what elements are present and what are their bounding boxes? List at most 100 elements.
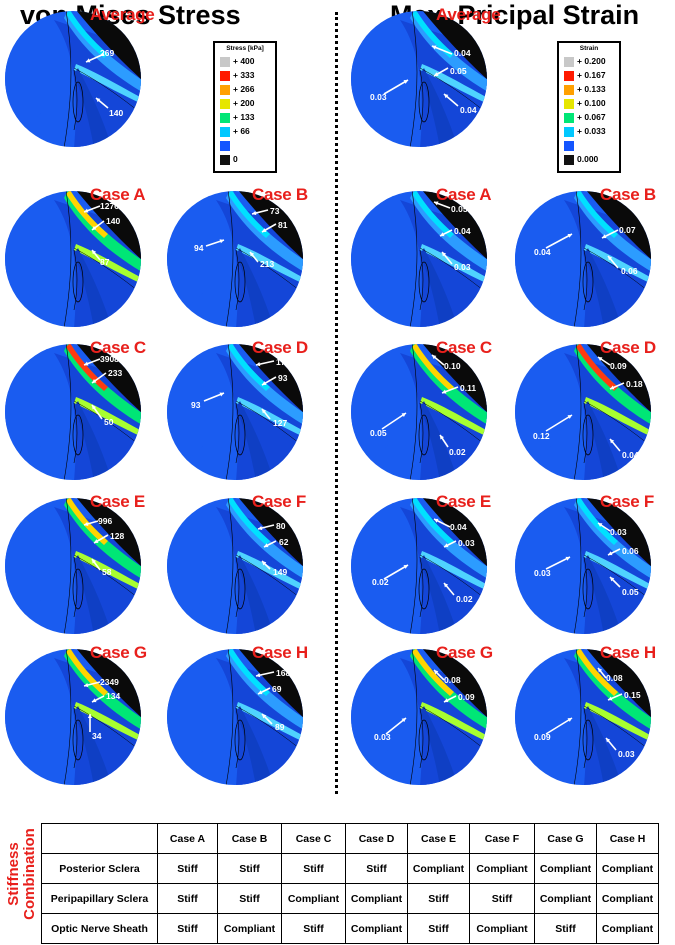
stiffness-cell: Compliant [534, 853, 597, 884]
strain-d-value-2: 0.18 [626, 379, 643, 389]
strain-g-contour-image [351, 649, 487, 785]
column-divider [335, 12, 338, 794]
stiffness-cell: Compliant [217, 913, 282, 944]
legend_stress-swatch [220, 127, 230, 137]
stiffness-row: Peripapillary Sclera Stiff Stiff Compliant C… [41, 883, 659, 914]
stiffness-row: Optic Nerve Sheath Stiff Compliant Stiff Com… [41, 913, 659, 944]
stress-d-value-1: 176 [276, 357, 291, 367]
strain-f-value-1: 0.03 [610, 527, 627, 537]
strain-h-label: Case H [600, 643, 656, 662]
legend_strain-swatch [564, 113, 574, 123]
stiffness-cell: Stiff [157, 853, 218, 884]
stress-g-value-3: 34 [92, 731, 102, 741]
stiffness-cell: Compliant [345, 883, 408, 914]
strain-d-value-3: 0.12 [533, 431, 550, 441]
legend_strain-swatch [564, 141, 574, 151]
legend_stress-swatch [220, 141, 230, 151]
stiffness-cell: Compliant [596, 853, 659, 884]
stiffness-cell: Compliant [469, 853, 535, 884]
strain-c-value-3: 0.05 [370, 428, 387, 438]
legend_stress-swatch [220, 99, 230, 109]
stress-b-value-4: 213 [260, 259, 275, 269]
legend_stress-swatch [220, 71, 230, 81]
legend_strain-value: + 0.067 [577, 112, 606, 122]
stress-g-label: Case G [90, 643, 147, 662]
strain-a-contour-image [351, 191, 487, 327]
stress-h-panel: Case H 168 69 89 [166, 643, 308, 786]
stiffness-cell: Compliant [407, 853, 470, 884]
legend_strain-swatch [564, 155, 574, 165]
stiffness-header-row: Case A Case B Case C Case D Case E Case F Case… [41, 823, 659, 854]
strain-c-value-4: 0.02 [449, 447, 466, 457]
legend_strain-value: + 0.133 [577, 84, 606, 94]
stress-c-panel: Case C 3908 233 50 [4, 338, 146, 481]
strain-e-label: Case E [436, 492, 491, 511]
strain-b-panel: Case B 0.07 0.04 0.06 [514, 185, 656, 328]
legend_stress-value: + 66 [233, 126, 250, 136]
strain-g-label: Case G [436, 643, 493, 662]
stress-avg-panel: Average 269 140 [4, 5, 155, 148]
strain-b-label: Case B [600, 185, 656, 204]
strain-b-value-3: 0.06 [621, 266, 638, 276]
strain-d-value-4: 0.04 [622, 450, 639, 460]
stress-legend: Stress [kPa] + 400 + 333 + 266 + 200 + 133 + … [213, 41, 277, 173]
stress-c-contour-image [5, 344, 141, 480]
stress-f-value-3: 149 [273, 567, 288, 577]
strain-h-value-3: 0.09 [534, 732, 551, 742]
stress-avg-label: Average [90, 5, 155, 24]
stiffness-table: Case A Case B Case C Case D Case E Case F Case… [41, 823, 659, 944]
stress-d-contour-image [167, 344, 303, 480]
legend_strain-value: 0.000 [577, 154, 599, 164]
strain-f-value-2: 0.06 [622, 546, 639, 556]
strain-avg-panel: Average 0.04 0.05 0.03 0.04 [350, 5, 501, 148]
stress-a-contour-image [5, 191, 141, 327]
strain-a-label: Case A [436, 185, 492, 204]
legend_stress-swatch [220, 57, 230, 67]
strain-h-value-2: 0.15 [624, 690, 641, 700]
stress-a-value-3: 87 [100, 257, 110, 267]
stress-c-value-2: 233 [108, 368, 123, 378]
legend_stress-swatch [220, 113, 230, 123]
stress-f-contour-image [167, 498, 303, 634]
strain-avg-contour-image [351, 11, 487, 147]
stiffness-cell: Stiff [469, 883, 535, 914]
legend_stress-swatch [220, 85, 230, 95]
stiffness-cell: Stiff [407, 883, 470, 914]
strain-f-contour-image [515, 498, 651, 634]
stiffness-row-label: Posterior Sclera [41, 853, 158, 884]
legend_strain-swatch [564, 71, 574, 81]
stiffness-column-header: Case C [281, 823, 346, 854]
strain-c-value-1: 0.10 [444, 361, 461, 371]
legend_strain-swatch [564, 85, 574, 95]
stress-b-value-2: 81 [278, 220, 288, 230]
stress-e-value-1: 996 [98, 516, 113, 526]
stress-d-label: Case D [252, 338, 308, 357]
strain-d-panel: Case D 0.09 0.18 0.12 0.04 [514, 338, 656, 481]
stress-c-label: Case C [90, 338, 146, 357]
stress-d-value-3: 93 [191, 400, 201, 410]
stress-b-label: Case B [252, 185, 308, 204]
stress-h-contour-image [167, 649, 303, 785]
stress-h-value-1: 168 [276, 668, 291, 678]
stiffness-cell: Compliant [281, 883, 346, 914]
strain-e-value-4: 0.02 [456, 594, 473, 604]
strain-avg-value-1: 0.04 [454, 48, 471, 58]
legend_stress-value: 0 [233, 154, 238, 164]
stiffness-cell: Compliant [469, 913, 535, 944]
strain-a-value-3: 0.03 [454, 262, 471, 272]
legend_strain-value: + 0.100 [577, 98, 606, 108]
strain-a-panel: Case A 0.05 0.04 0.03 [350, 185, 492, 328]
strain-d-label: Case D [600, 338, 656, 357]
stiffness-row-label: Peripapillary Sclera [41, 883, 158, 914]
strain-avg-value-2: 0.05 [450, 66, 467, 76]
strain-a-value-2: 0.04 [454, 226, 471, 236]
stiffness-cell: Stiff [217, 883, 282, 914]
legend_strain-swatch [564, 57, 574, 67]
stress-a-label: Case A [90, 185, 146, 204]
stress-legend-title: Stress [kPa] [226, 45, 264, 52]
legend_strain-value: + 0.033 [577, 126, 606, 136]
strain-avg-value-3: 0.03 [370, 92, 387, 102]
legend_stress-value: + 333 [233, 70, 255, 80]
strain-g-value-3: 0.03 [374, 732, 391, 742]
stress-g-value-2: 134 [106, 691, 121, 701]
